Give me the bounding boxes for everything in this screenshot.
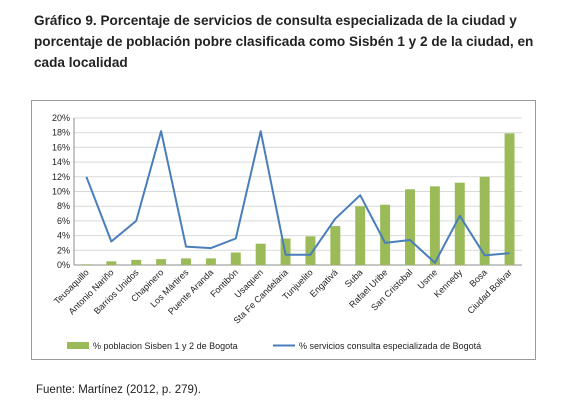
y-axis: 0% 2% 4% 6% 8% 10% 12% 14% 16% 18% 20% xyxy=(52,113,70,270)
y-tick-label: 14% xyxy=(52,157,70,167)
x-category-label: Bosa xyxy=(468,267,490,289)
grid-lines xyxy=(73,117,522,266)
x-category-label: Ciudad Bolivar xyxy=(466,267,514,315)
y-tick-label: 2% xyxy=(57,245,70,255)
x-category-label: Kennedy xyxy=(432,267,465,300)
bar xyxy=(330,226,341,265)
bar xyxy=(106,261,117,265)
y-tick-label: 6% xyxy=(57,216,70,226)
bar xyxy=(380,204,391,265)
bar xyxy=(131,259,142,265)
bar xyxy=(305,236,316,265)
chart-svg: 0% 2% 4% 6% 8% 10% 12% 14% 16% 18% 20% Teusaquillo… xyxy=(52,113,522,351)
bar xyxy=(504,133,515,265)
bar xyxy=(255,243,266,265)
x-category-label: Suba xyxy=(343,267,365,289)
y-tick-label: 8% xyxy=(57,201,70,211)
source-note: Fuente: Martínez (2012, p. 279). xyxy=(36,384,201,396)
legend-swatch-bar xyxy=(67,342,89,349)
bar xyxy=(156,259,167,265)
legend-label-line: % servicios consulta especializada de Bo… xyxy=(299,341,481,351)
bar xyxy=(479,176,490,265)
bar xyxy=(181,258,191,265)
bar-series xyxy=(81,133,515,265)
y-tick-label: 4% xyxy=(57,231,70,241)
y-tick-label: 20% xyxy=(52,113,70,123)
bar xyxy=(429,186,440,265)
bar xyxy=(405,189,415,265)
bar xyxy=(205,258,216,265)
y-tick-label: 12% xyxy=(52,172,70,182)
bar xyxy=(230,252,241,265)
y-tick-label: 10% xyxy=(52,187,70,197)
x-category-label: Engativá xyxy=(308,267,340,299)
bar xyxy=(355,206,366,265)
y-tick-label: 18% xyxy=(52,128,70,138)
y-tick-label: 0% xyxy=(57,260,70,270)
y-tick-label: 16% xyxy=(52,142,70,152)
bar xyxy=(81,264,92,265)
bar xyxy=(454,182,465,265)
line-series xyxy=(85,130,510,264)
series-line xyxy=(85,130,510,264)
chart-title: Gráfico 9. Porcentaje de servicios de co… xyxy=(34,13,534,70)
legend-label-bar: % poblacion Sisben 1 y 2 de Bogota xyxy=(93,341,238,351)
legend: % poblacion Sisben 1 y 2 de Bogota % ser… xyxy=(67,341,481,351)
chart-area: 0% 2% 4% 6% 8% 10% 12% 14% 16% 18% 20% Teusaquillo… xyxy=(31,100,536,360)
